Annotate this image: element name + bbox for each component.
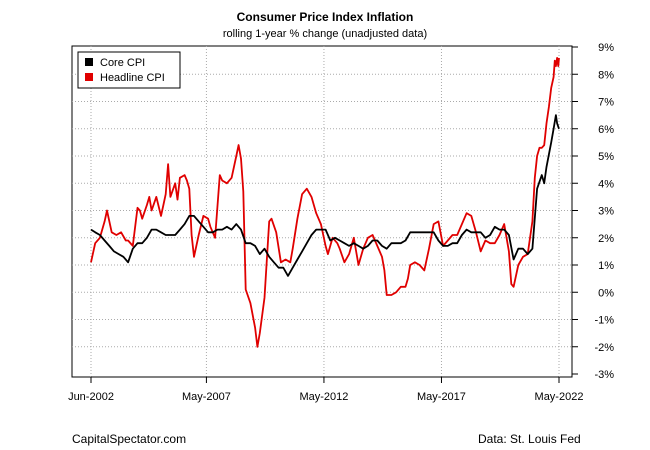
y-tick-label: 2% bbox=[598, 233, 614, 245]
legend-label-core: Core CPI bbox=[100, 57, 145, 69]
x-axis: Jun-2002 May-2007 May-2012 May-2017 May-2022 bbox=[68, 376, 584, 403]
y-tick-label: 1% bbox=[598, 260, 614, 272]
legend-box bbox=[77, 51, 181, 89]
series-lines bbox=[90, 57, 560, 348]
x-tick-label: May-2022 bbox=[535, 391, 584, 403]
y-tick-label: 9% bbox=[598, 42, 614, 54]
y-tick-label: 7% bbox=[598, 97, 614, 109]
y-tick-label: 8% bbox=[598, 69, 614, 81]
legend: Core CPI Headline CPI bbox=[77, 51, 181, 89]
y-tick-label: 0% bbox=[598, 287, 614, 299]
x-tick-label: May-2017 bbox=[417, 391, 466, 403]
series-line-headline-cpi bbox=[90, 57, 560, 348]
x-tick-label: May-2012 bbox=[299, 391, 348, 403]
chart-subtitle: rolling 1-year % change (unadjusted data… bbox=[222, 28, 428, 40]
footer-source-left: CapitalSpectator.com bbox=[72, 432, 187, 446]
legend-swatch-core bbox=[85, 58, 93, 66]
x-tick-label: Jun-2002 bbox=[68, 391, 114, 403]
series-line-core-cpi bbox=[90, 114, 560, 277]
y-axis: -3% -2% -1% 0% 1% 2% 3% 4% 5% 6% 7% 8% 9% bbox=[571, 42, 614, 381]
y-tick-label: 5% bbox=[598, 151, 614, 163]
y-tick-label: 4% bbox=[598, 178, 614, 190]
y-tick-label: -2% bbox=[594, 342, 614, 354]
y-tick-label: 6% bbox=[598, 124, 614, 136]
x-tick-label: May-2007 bbox=[182, 391, 231, 403]
grid-lines bbox=[72, 46, 572, 377]
y-tick-label: -3% bbox=[594, 369, 614, 381]
y-tick-label: -1% bbox=[594, 315, 614, 327]
legend-swatch-headline bbox=[85, 73, 93, 81]
legend-label-headline: Headline CPI bbox=[100, 72, 165, 84]
footer-source-right: Data: St. Louis Fed bbox=[478, 432, 581, 446]
y-tick-label: 3% bbox=[598, 206, 614, 218]
chart-title: Consumer Price Index Inflation bbox=[236, 10, 414, 24]
plot-frame bbox=[71, 45, 573, 378]
